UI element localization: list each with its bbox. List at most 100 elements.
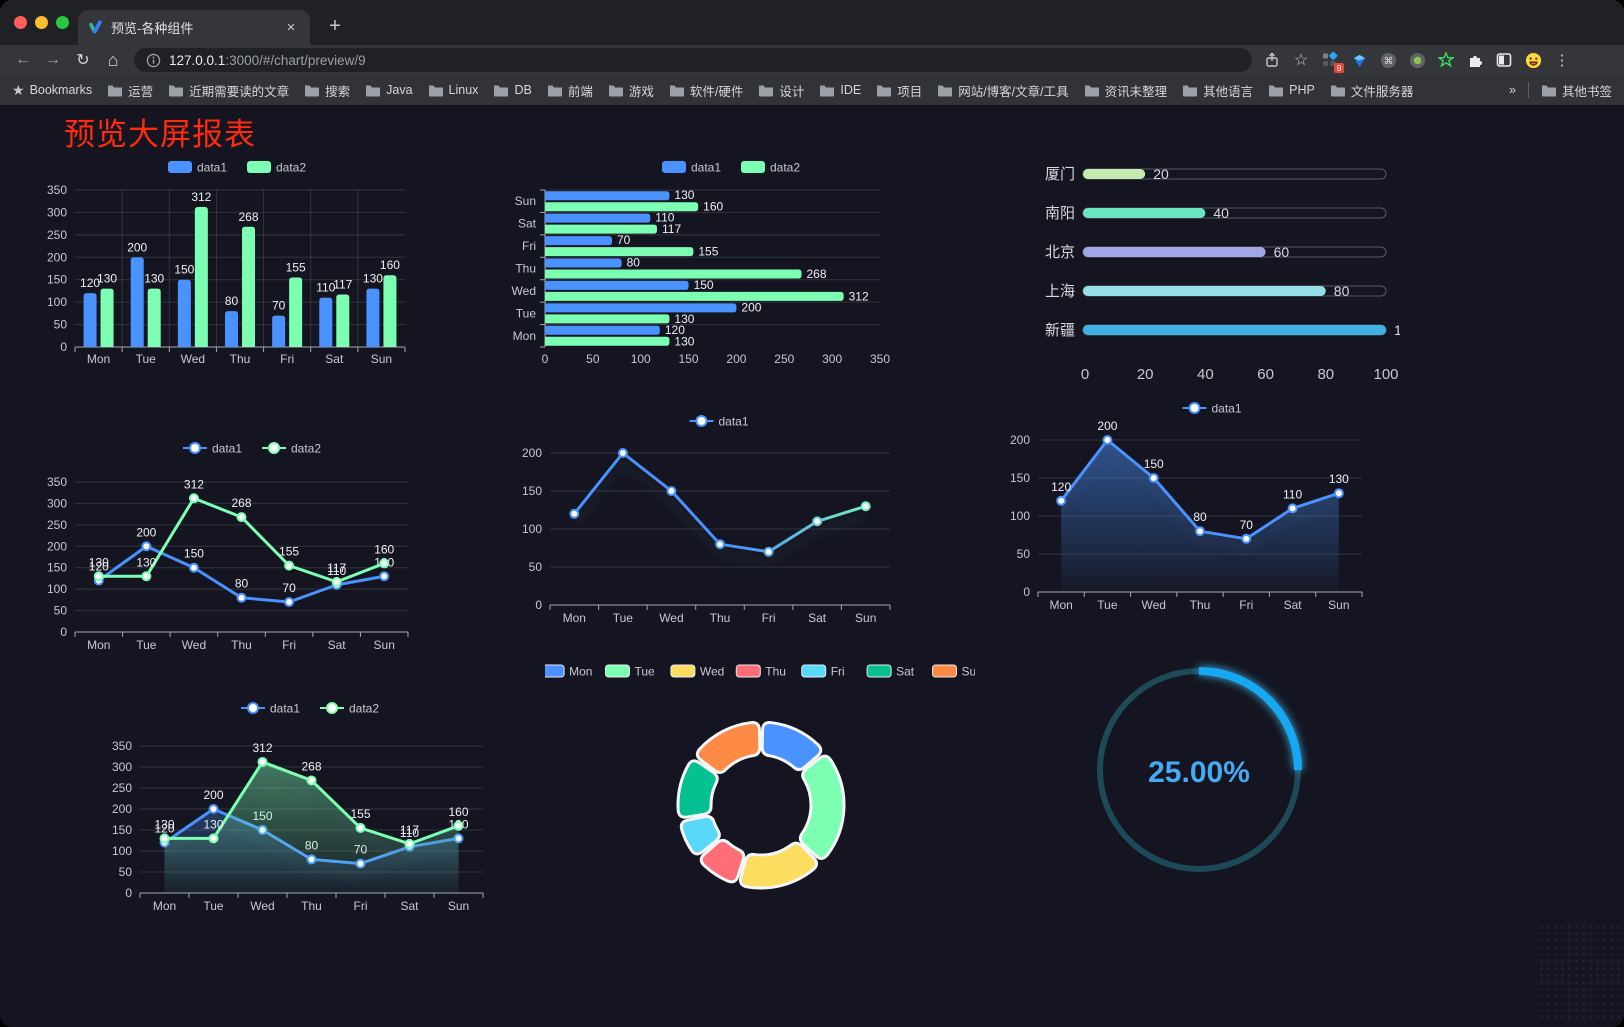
other-bookmarks-folder[interactable]: 其他书签 <box>1541 81 1612 100</box>
bookmarks-overflow-chevron[interactable]: » <box>1509 83 1516 97</box>
folder-icon <box>938 85 953 97</box>
gauge-chart[interactable]: 25.00% <box>1059 650 1339 895</box>
gem-extension-icon[interactable] <box>1349 50 1369 70</box>
svg-text:Tue: Tue <box>136 352 157 366</box>
address-bar[interactable]: 127.0.0.1:3000/#/chart/preview/9 <box>134 48 1252 72</box>
svg-text:60: 60 <box>1257 366 1274 383</box>
bookmark-star-icon[interactable]: ☆ <box>1293 52 1309 69</box>
bookmark-item[interactable]: 游戏 <box>608 81 654 100</box>
svg-text:40: 40 <box>1197 366 1214 383</box>
svg-text:200: 200 <box>112 802 132 816</box>
bookmark-item[interactable]: 近期需要读的文章 <box>168 81 289 100</box>
area-line-chart[interactable]: data1 0 50 100 150 200 Mon Tue Wed Thu Fri Sat Sun 12… <box>985 390 1390 618</box>
bookmark-item[interactable]: IDE <box>819 81 861 100</box>
svg-text:data2: data2 <box>291 442 321 456</box>
bookmark-item[interactable]: 运营 <box>107 81 153 100</box>
site-info-icon[interactable] <box>146 53 161 68</box>
bookmark-item[interactable]: 项目 <box>876 81 922 100</box>
bookmark-item[interactable]: Linux <box>428 81 478 100</box>
svg-text:80: 80 <box>1193 510 1207 524</box>
close-window-button[interactable] <box>14 16 27 29</box>
bookmark-item[interactable]: 前端 <box>547 81 593 100</box>
bookmark-item[interactable]: DB <box>493 81 532 100</box>
svg-text:130: 130 <box>144 272 164 286</box>
svg-text:Tue: Tue <box>635 665 656 679</box>
svg-text:70: 70 <box>272 299 286 313</box>
horizontal-bar-chart[interactable]: data1 data2 0 50 100 150 200 250 300 350 Sun 130 160… <box>505 148 903 382</box>
bookmark-item[interactable]: Java <box>365 81 413 100</box>
side-panel-icon[interactable] <box>1494 50 1514 70</box>
reload-icon[interactable]: ↻ <box>76 52 90 69</box>
extension-grid-icon[interactable]: 9 <box>1320 50 1344 73</box>
tab-close-icon[interactable]: × <box>286 19 296 36</box>
new-tab-button[interactable]: + <box>329 15 341 37</box>
bookmarks-bar: ★ Bookmarks 运营 近期需要读的文章 搜索 Java Linux DB 前端 游戏软… <box>0 75 1624 105</box>
svg-text:Wed: Wed <box>512 284 536 298</box>
folder-icon <box>366 85 381 97</box>
green-star-extension-icon[interactable] <box>1436 50 1456 70</box>
svg-text:130: 130 <box>154 817 174 831</box>
share-icon[interactable] <box>1262 50 1282 70</box>
svg-text:Thu: Thu <box>231 638 252 652</box>
svg-text:Mon: Mon <box>87 638 110 652</box>
svg-text:data1: data1 <box>270 702 300 716</box>
svg-text:data2: data2 <box>276 161 306 175</box>
svg-text:Thu: Thu <box>230 352 251 366</box>
bookmark-item[interactable]: 网站/博客/文章/工具 <box>937 81 1069 100</box>
progress-bar-chart[interactable]: 厦门 20 南阳 40 北京 60 上海 80 新疆 100 0 20 40 60 80 100 <box>1000 150 1418 395</box>
svg-text:data1: data1 <box>197 161 227 175</box>
svg-text:110: 110 <box>1283 487 1302 501</box>
svg-text:Wed: Wed <box>182 638 206 652</box>
home-icon[interactable]: ⌂ <box>107 49 119 70</box>
maximize-window-button[interactable] <box>56 16 69 29</box>
menu-kebab-icon[interactable]: ⋮ <box>1554 52 1570 69</box>
bookmark-item[interactable]: 软件/硬件 <box>669 81 743 100</box>
emoji-extension-icon[interactable] <box>1523 50 1543 70</box>
other-bookmarks-label: 其他书签 <box>1561 84 1612 99</box>
bookmark-item[interactable]: 设计 <box>758 81 804 100</box>
gradient-line-chart[interactable]: data1 0 50 100 150 200 Mon Tue Wed Thu Fri Sat Sun <box>505 400 903 632</box>
svg-text:Sat: Sat <box>328 638 347 652</box>
stacked-area-line-chart[interactable]: data1 data2 0 50 100 150 200 250 300 350 Mon Tue Wed… <box>95 680 495 922</box>
url-host: 127.0.0.1 <box>169 52 226 68</box>
extensions-puzzle-icon[interactable] <box>1465 50 1485 70</box>
svg-text:300: 300 <box>47 205 67 219</box>
svg-text:Thu: Thu <box>301 899 322 913</box>
svg-text:110: 110 <box>655 211 674 225</box>
doughnut-chart[interactable]: Mon Tue Wed Thu Fri Sat Sun <box>539 655 983 903</box>
folder-icon <box>608 85 623 97</box>
folder-icon <box>1183 85 1198 97</box>
back-icon[interactable]: ← <box>15 51 31 68</box>
forward-icon[interactable]: → <box>45 51 61 68</box>
line-chart-two-series[interactable]: data1 data2 0 50 100 150 200 250 300 350 Mon Tue Wed… <box>35 425 420 667</box>
svg-text:0: 0 <box>60 340 67 354</box>
grouped-bar-chart[interactable]: data1 data2 0 50 100 150 200 250 300 350 Mon Tue Wed… <box>35 148 420 380</box>
svg-text:Sun: Sun <box>374 638 395 652</box>
folder-icon <box>820 85 835 97</box>
svg-text:350: 350 <box>870 352 890 366</box>
svg-text:150: 150 <box>112 823 132 837</box>
svg-text:Tue: Tue <box>203 899 224 913</box>
svg-text:268: 268 <box>238 210 258 224</box>
svg-text:80: 80 <box>1317 366 1334 383</box>
svg-text:160: 160 <box>448 805 468 819</box>
tab-strip: 预览-各种组件 × + <box>0 0 1624 45</box>
bookmark-item[interactable]: 资讯未整理 <box>1084 81 1167 100</box>
bookmarks-separator <box>1527 82 1529 98</box>
svg-text:Wed: Wed <box>250 899 274 913</box>
command-extension-icon[interactable]: ⌘ <box>1378 50 1398 70</box>
browser-toolbar: ← → ↻ ⌂ 127.0.0.1:3000/#/chart/preview/9… <box>0 45 1624 75</box>
minimize-window-button[interactable] <box>35 16 48 29</box>
browser-tab[interactable]: 预览-各种组件 × <box>78 10 310 45</box>
bookmark-item[interactable]: 搜索 <box>304 81 350 100</box>
bookmark-item[interactable]: PHP <box>1268 81 1315 100</box>
svg-text:200: 200 <box>726 352 746 366</box>
svg-text:Wed: Wed <box>181 352 205 366</box>
svg-text:Mon: Mon <box>569 665 592 679</box>
bookmark-item[interactable]: 文件服务器 <box>1330 81 1413 100</box>
bookmarks-manager[interactable]: ★ Bookmarks <box>12 82 92 99</box>
dot-extension-icon[interactable] <box>1407 50 1427 70</box>
svg-text:data1: data1 <box>1212 402 1242 416</box>
bookmark-item[interactable]: 其他语言 <box>1182 81 1253 100</box>
svg-text:Thu: Thu <box>710 611 731 625</box>
